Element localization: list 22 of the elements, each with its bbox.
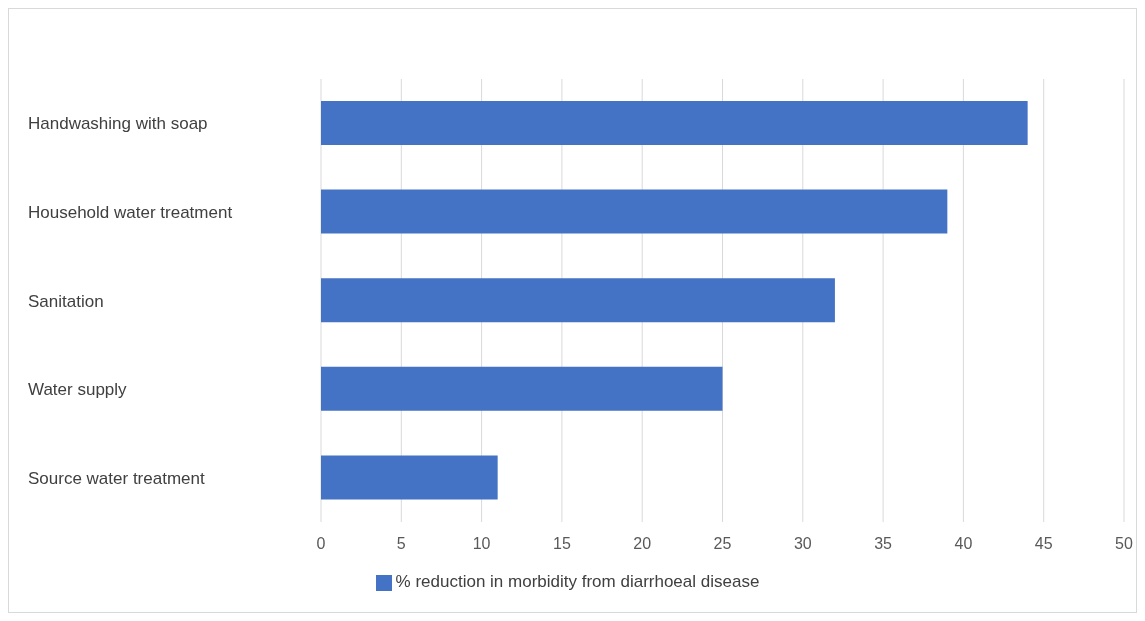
y-tick-label: Household water treatment [28, 202, 233, 222]
bar [321, 101, 1028, 145]
x-tick-label: 50 [1115, 535, 1133, 553]
legend-label: % reduction in morbidity from diarrhoeal disease [395, 572, 760, 591]
x-tick-label: 30 [793, 535, 812, 553]
x-tick-label: 40 [954, 535, 973, 553]
y-tick-label: Water supply [28, 380, 128, 400]
x-tick-label: 10 [472, 535, 491, 553]
y-tick-label: Handwashing with soap [28, 114, 208, 134]
x-tick-label: 5 [396, 535, 406, 553]
bar [321, 455, 498, 500]
x-tick-label: 45 [1034, 535, 1053, 553]
bar [321, 189, 948, 234]
x-tick-label: 15 [553, 535, 571, 553]
x-tick-label: 25 [713, 535, 732, 553]
x-tick-label: 35 [874, 535, 893, 553]
x-tick-label: 20 [633, 535, 652, 553]
bar [321, 366, 723, 411]
x-tick-label: 0 [316, 535, 326, 553]
y-tick-label: Sanitation [28, 291, 104, 311]
y-tick-label: Source water treatment [28, 468, 205, 488]
bar [321, 278, 835, 323]
